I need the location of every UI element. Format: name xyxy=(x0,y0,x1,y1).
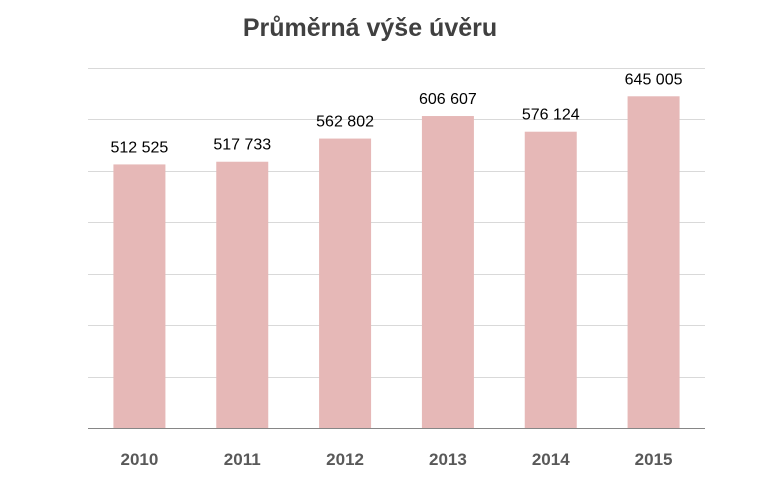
data-label-2015: 645 005 xyxy=(625,71,683,88)
chart-title: Průměrná výše úvěru xyxy=(242,14,498,42)
data-label-2011: 517 733 xyxy=(213,137,271,154)
data-label-2013: 606 607 xyxy=(419,91,477,108)
bar-2011 xyxy=(216,161,269,429)
bar-2013 xyxy=(421,116,474,428)
x-tick-label-2013: 2013 xyxy=(429,450,467,469)
data-label-2014: 576 124 xyxy=(522,107,580,124)
x-tick-label-2014: 2014 xyxy=(532,450,570,469)
bar-2012 xyxy=(319,138,372,429)
x-tick-label-2015: 2015 xyxy=(635,450,673,469)
bar-2014 xyxy=(524,131,577,429)
bar-2015 xyxy=(627,96,680,428)
x-tick-label-2012: 2012 xyxy=(326,450,364,469)
x-tick-label-2011: 2011 xyxy=(224,450,261,469)
data-label-2010: 512 525 xyxy=(110,139,168,156)
bar-2010 xyxy=(113,164,166,428)
x-tick-label-2010: 2010 xyxy=(121,450,159,469)
data-label-2012: 562 802 xyxy=(316,114,374,131)
